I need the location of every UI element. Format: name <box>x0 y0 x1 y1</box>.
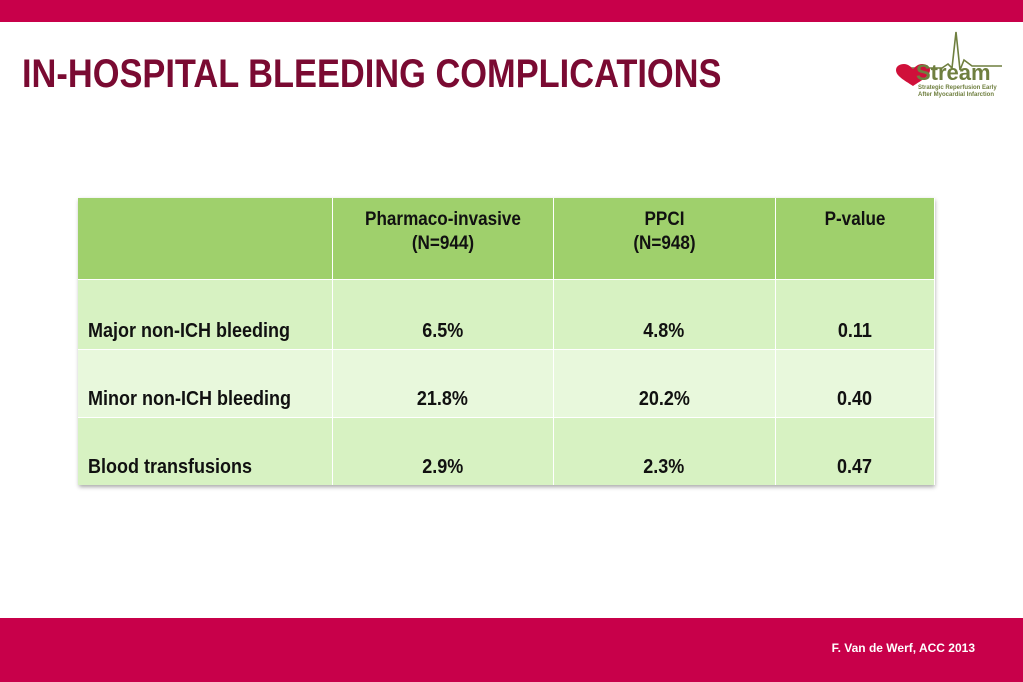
header-label: PPCI <box>644 209 684 230</box>
ecg-wave-icon <box>902 31 1002 71</box>
footer-credit: F. Van de Werf, ACC 2013 <box>831 641 975 655</box>
table-row: Major non-ICH bleeding 6.5% 4.8% 0.11 <box>78 279 935 350</box>
logo-tagline: Strategic Reperfusion Early After Myocar… <box>918 85 1018 99</box>
slide-title: IN-HOSPITAL BLEEDING COMPLICATIONS <box>22 52 722 96</box>
pharmaco-value: 2.9% <box>332 417 554 485</box>
pharmaco-value: 21.8% <box>332 349 554 418</box>
header-sub: (N=948) <box>632 233 696 254</box>
table-row: Minor non-ICH bleeding 21.8% 20.2% 0.40 <box>78 349 935 418</box>
p-value: 0.11 <box>775 279 935 350</box>
row-label: Blood transfusions <box>78 417 333 485</box>
header-label: Pharmaco-invasive <box>364 209 521 230</box>
header-sub: (N=944) <box>411 233 474 254</box>
header-ppci: PPCI (N=948) <box>553 198 776 280</box>
header-label: P-value <box>824 209 885 230</box>
ppci-value: 20.2% <box>553 349 776 418</box>
header-pharmaco-invasive: Pharmaco-invasive (N=944) <box>332 198 554 280</box>
bottom-accent-bar <box>0 618 1023 682</box>
top-accent-bar <box>0 0 1023 22</box>
table-header-row: Pharmaco-invasive (N=944) PPCI (N=948) P… <box>78 198 935 280</box>
logo-tagline-line2: After Myocardial Infarction <box>918 92 995 98</box>
pharmaco-value: 6.5% <box>332 279 554 350</box>
stream-logo: Stream Strategic Reperfusion Early After… <box>892 30 1022 104</box>
header-cell-empty <box>78 198 333 280</box>
row-label: Minor non-ICH bleeding <box>78 349 333 418</box>
header-p-value: P-value <box>775 198 935 280</box>
ppci-value: 2.3% <box>553 417 776 485</box>
logo-tagline-line1: Strategic Reperfusion Early <box>918 85 997 91</box>
ppci-value: 4.8% <box>553 279 776 350</box>
p-value: 0.47 <box>775 417 935 485</box>
table-row: Blood transfusions 2.9% 2.3% 0.47 <box>78 417 935 485</box>
p-value: 0.40 <box>775 349 935 418</box>
logo-wordmark: Stream <box>916 60 991 85</box>
row-label: Major non-ICH bleeding <box>78 279 333 350</box>
heart-icon <box>896 64 930 86</box>
bleeding-table: Pharmaco-invasive (N=944) PPCI (N=948) P… <box>78 198 935 485</box>
